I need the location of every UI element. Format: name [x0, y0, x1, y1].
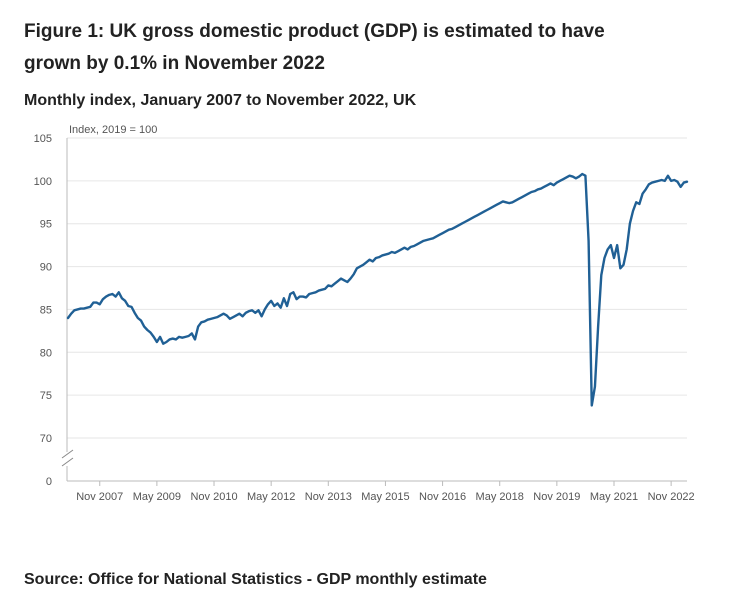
- gdp-index-line: [66, 172, 689, 407]
- source-note: Source: Office for National Statistics -…: [24, 571, 487, 588]
- y-tick-label: 0: [46, 476, 52, 488]
- x-tick-label: Nov 2016: [419, 491, 466, 503]
- x-tick-label: May 2009: [133, 491, 181, 503]
- y-tick-label: 75: [40, 390, 52, 402]
- y-tick-label: 85: [40, 304, 52, 316]
- x-tick-label: May 2021: [590, 491, 638, 503]
- y-tick-label: 80: [40, 347, 52, 359]
- axis-break-mark-lower: [61, 457, 74, 467]
- y-tick-label: 105: [34, 133, 52, 145]
- y-axis-ticks: 0 70 75 80 85 90 95 100 105: [34, 133, 52, 488]
- chart-subtitle: Monthly index, January 2007 to November …: [24, 92, 417, 109]
- y-tick-label: 90: [40, 262, 52, 274]
- line-chart: 0 70 75 80 85 90 95 100 105 Index, 2019 = 100 No…: [34, 124, 695, 503]
- x-tick-label: Nov 2010: [190, 491, 237, 503]
- axis-break-gap: [60, 452, 74, 466]
- y-tick-label: 100: [34, 176, 52, 188]
- x-axis-ticks: Nov 2007 May 2009 Nov 2010 May 2012 Nov 2013…: [76, 481, 695, 503]
- x-tick-label: May 2015: [361, 491, 409, 503]
- figure-title: Figure 1: UK gross domestic product (GDP…: [24, 21, 605, 74]
- axes: [60, 138, 687, 482]
- y-axis-unit-label: Index, 2019 = 100: [69, 124, 157, 136]
- axis-break-mark-upper: [61, 449, 74, 459]
- x-tick-label: Nov 2013: [305, 491, 352, 503]
- x-tick-label: May 2018: [476, 491, 524, 503]
- grid-lines: [67, 137, 687, 439]
- x-tick-label: Nov 2007: [76, 491, 123, 503]
- x-tick-label: Nov 2019: [533, 491, 580, 503]
- y-tick-label: 95: [40, 219, 52, 231]
- x-tick-label: May 2012: [247, 491, 295, 503]
- x-tick-label: Nov 2022: [648, 491, 695, 503]
- y-tick-label: 70: [40, 433, 52, 445]
